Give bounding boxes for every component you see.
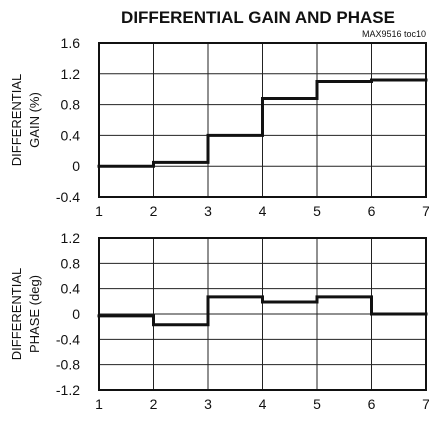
series-line bbox=[97, 295, 428, 327]
y-tick-label: 1.2 bbox=[61, 230, 81, 246]
x-tick-label: 1 bbox=[95, 396, 103, 412]
y-tick-label: 1.2 bbox=[61, 66, 81, 82]
x-tick-label: 3 bbox=[204, 203, 212, 219]
y-tick-label: 0.8 bbox=[61, 255, 81, 271]
y-tick-label: 1.6 bbox=[61, 35, 81, 51]
x-tick-label: 3 bbox=[204, 396, 212, 412]
phase-panel: 1 2 3 4 5 6 7 1.2 0.8 0.4 0 -0.4 -0.8 -1.2 DIFFERENTIA… bbox=[9, 230, 429, 412]
y-tick-label: 0.4 bbox=[61, 127, 81, 143]
x-tick-label: 4 bbox=[259, 396, 267, 412]
y-tick-label: 0.8 bbox=[61, 97, 81, 113]
y-axis-label: PHASE (deg) bbox=[27, 275, 42, 353]
x-tick-label: 4 bbox=[259, 203, 267, 219]
y-axis-label: DIFFERENTIAL bbox=[9, 74, 24, 166]
x-tick-label: 5 bbox=[313, 396, 321, 412]
x-tick-label: 7 bbox=[422, 396, 429, 412]
x-tick-label: 7 bbox=[422, 203, 429, 219]
y-tick-label: 0 bbox=[72, 158, 80, 174]
x-tick-label: 1 bbox=[95, 203, 103, 219]
x-tick-label: 5 bbox=[313, 203, 321, 219]
y-tick-label: -0.4 bbox=[56, 331, 80, 347]
x-tick-label: 6 bbox=[368, 203, 376, 219]
y-axis-label: DIFFERENTIAL bbox=[9, 268, 24, 360]
y-axis-label: GAIN (%) bbox=[27, 92, 42, 148]
chart-title: DIFFERENTIAL GAIN AND PHASE bbox=[121, 8, 395, 27]
y-tick-label: 0.4 bbox=[61, 281, 81, 297]
x-tick-label: 2 bbox=[150, 203, 158, 219]
plot-frame bbox=[98, 42, 427, 198]
part-number-note: MAX9516 toc10 bbox=[362, 29, 426, 39]
x-tick-label: 2 bbox=[150, 396, 158, 412]
series-line bbox=[97, 78, 428, 168]
y-tick-label: 0 bbox=[72, 306, 80, 322]
x-tick-label: 6 bbox=[368, 396, 376, 412]
y-tick-label: -0.8 bbox=[56, 357, 80, 373]
gain-panel: 1 2 3 4 5 6 7 1.6 1.2 0.8 0.4 0 -0.4 DIFFERENTIAL GAIN… bbox=[9, 35, 429, 219]
y-tick-label: -0.4 bbox=[56, 189, 80, 205]
y-tick-label: -1.2 bbox=[56, 382, 80, 398]
